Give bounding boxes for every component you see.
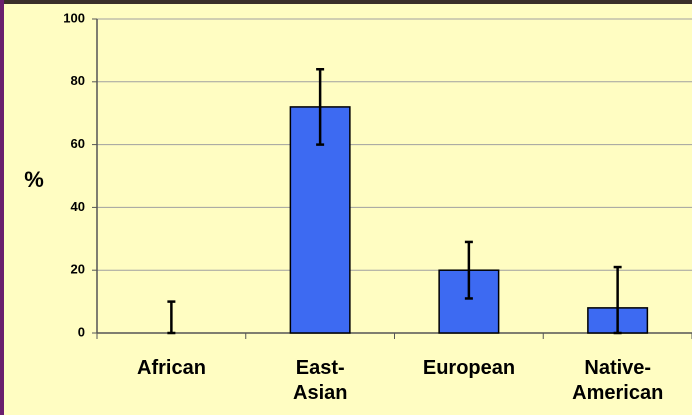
x-tick-label: Native- American bbox=[572, 357, 664, 404]
x-tick-label: European bbox=[422, 357, 516, 379]
error-bar bbox=[613, 265, 622, 335]
error-bar bbox=[167, 300, 176, 335]
y-tick-label: 80 bbox=[71, 73, 85, 88]
error-bar bbox=[464, 240, 473, 300]
error-bar bbox=[316, 67, 325, 146]
bar bbox=[289, 106, 351, 334]
x-tick-label: African bbox=[137, 357, 206, 379]
y-tick-label: 40 bbox=[71, 199, 85, 214]
y-tick-label: 0 bbox=[78, 324, 85, 339]
y-axis-label: % bbox=[24, 167, 44, 192]
x-tick-label: East- Asian bbox=[293, 357, 348, 404]
y-tick-label: 60 bbox=[71, 136, 85, 151]
left-strip bbox=[0, 0, 4, 415]
y-tick-label: 20 bbox=[71, 262, 85, 277]
top-strip bbox=[0, 0, 692, 4]
y-tick-label: 100 bbox=[63, 10, 85, 25]
